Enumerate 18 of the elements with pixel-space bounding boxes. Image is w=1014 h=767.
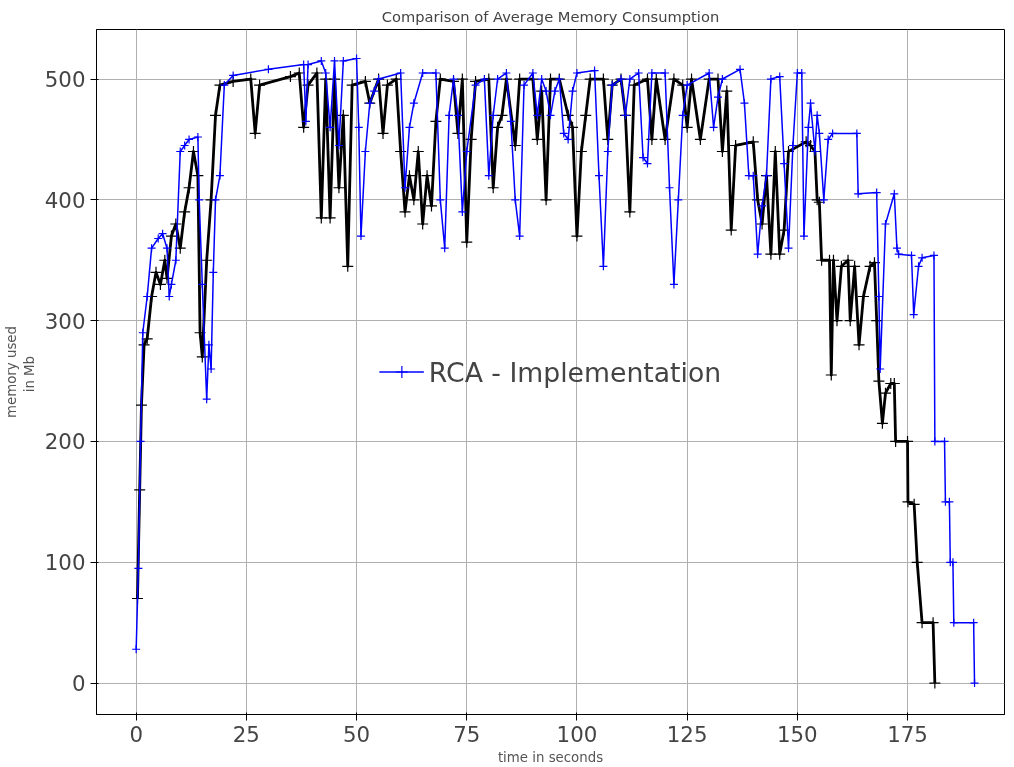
y-tick-label: 500 [44, 67, 86, 93]
x-tick-label: 0 [129, 721, 143, 747]
legend-label: RCA - Implementation [428, 356, 722, 387]
x-tick-label: 100 [556, 721, 598, 747]
x-tick-label: 175 [887, 721, 928, 747]
x-tick-label: 150 [776, 721, 818, 747]
x-axis-title: time in seconds [497, 749, 604, 765]
chart-title: Comparison of Average Memory Consumption [381, 7, 720, 25]
y-tick-label: 0 [71, 671, 86, 697]
y-tick-label: 300 [44, 308, 86, 334]
x-tick-label: 75 [453, 721, 481, 747]
x-tick-label: 50 [342, 721, 371, 747]
y-tick-label: 400 [44, 187, 86, 213]
x-tick-label: 125 [666, 721, 708, 747]
y-tick-label: 200 [44, 429, 86, 455]
x-tick-label: 25 [232, 721, 260, 747]
y-tick-label: 100 [44, 550, 86, 576]
y-axis-title: memory used in Mb [3, 326, 37, 418]
